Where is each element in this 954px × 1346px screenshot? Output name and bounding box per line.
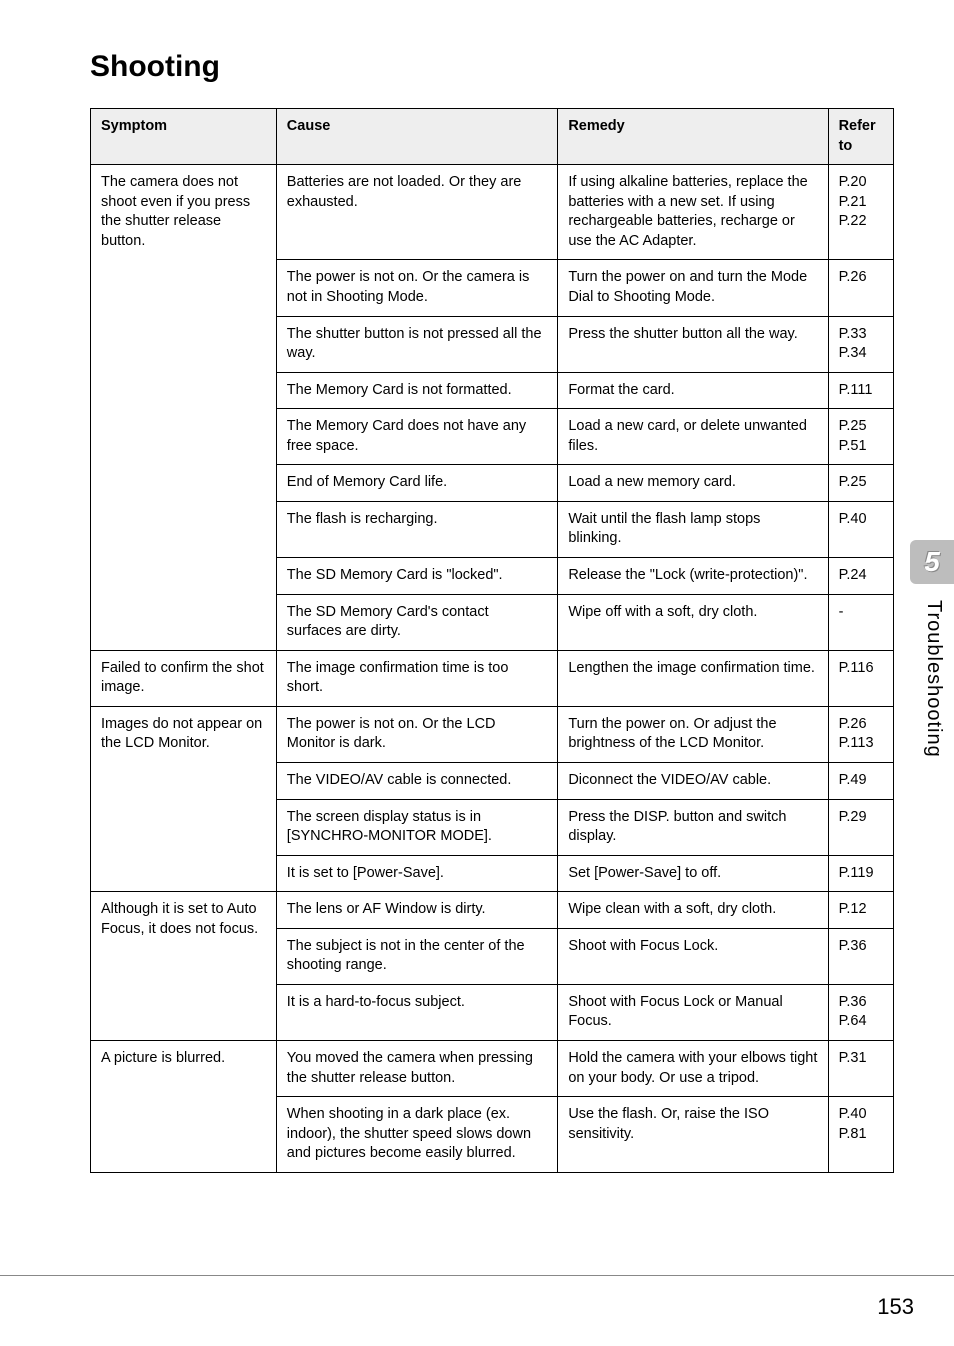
cell-cause: The screen display status is in [SYNCHRO… — [276, 799, 558, 855]
table-row: Failed to confirm the shot image. The im… — [91, 650, 894, 706]
cell-refer: P.119 — [828, 855, 893, 892]
table-header-row: Symptom Cause Remedy Refer to — [91, 109, 894, 165]
cell-remedy: Wipe off with a soft, dry cloth. — [558, 594, 828, 650]
cell-cause: The power is not on. Or the LCD Monitor … — [276, 706, 558, 762]
cell-cause: End of Memory Card life. — [276, 465, 558, 502]
troubleshooting-table: Symptom Cause Remedy Refer to The camera… — [90, 108, 894, 1173]
table-row: A picture is blurred. You moved the came… — [91, 1041, 894, 1097]
cell-refer: P.24 — [828, 558, 893, 595]
cell-refer: P.33P.34 — [828, 316, 893, 372]
cell-remedy: Format the card. — [558, 372, 828, 409]
cell-remedy: Set [Power-Save] to off. — [558, 855, 828, 892]
cell-refer: P.26P.113 — [828, 706, 893, 762]
cell-refer: P.111 — [828, 372, 893, 409]
cell-cause: The power is not on. Or the camera is no… — [276, 260, 558, 316]
cell-remedy: Shoot with Focus Lock. — [558, 928, 828, 984]
cell-cause: The shutter button is not pressed all th… — [276, 316, 558, 372]
cell-remedy: Wipe clean with a soft, dry cloth. — [558, 892, 828, 929]
cell-remedy: Load a new card, or delete unwanted file… — [558, 409, 828, 465]
header-remedy: Remedy — [558, 109, 828, 165]
cell-refer: - — [828, 594, 893, 650]
cell-remedy: Press the DISP. button and switch displa… — [558, 799, 828, 855]
cell-cause: The subject is not in the center of the … — [276, 928, 558, 984]
chapter-number: 5 — [924, 546, 940, 578]
cell-cause: It is set to [Power-Save]. — [276, 855, 558, 892]
cell-refer: P.12 — [828, 892, 893, 929]
cell-cause: The lens or AF Window is dirty. — [276, 892, 558, 929]
cell-refer: P.40 — [828, 501, 893, 557]
cell-cause: The image confirmation time is too short… — [276, 650, 558, 706]
cell-refer: P.20P.21P.22 — [828, 165, 893, 260]
header-symptom: Symptom — [91, 109, 277, 165]
header-refer: Refer to — [828, 109, 893, 165]
cell-remedy: Hold the camera with your elbows tight o… — [558, 1041, 828, 1097]
cell-refer: P.25P.51 — [828, 409, 893, 465]
cell-remedy: Release the "Lock (write-protection)". — [558, 558, 828, 595]
cell-cause: It is a hard-to-focus subject. — [276, 984, 558, 1040]
cell-remedy: Turn the power on. Or adjust the brightn… — [558, 706, 828, 762]
cell-remedy: Lengthen the image confirmation time. — [558, 650, 828, 706]
cell-cause: The Memory Card is not formatted. — [276, 372, 558, 409]
cell-symptom: Failed to confirm the shot image. — [91, 650, 277, 706]
page-number: 153 — [877, 1294, 914, 1320]
cell-remedy: Diconnect the VIDEO/AV cable. — [558, 762, 828, 799]
cell-refer: P.40P.81 — [828, 1097, 893, 1173]
cell-remedy: Turn the power on and turn the Mode Dial… — [558, 260, 828, 316]
cell-cause: The VIDEO/AV cable is connected. — [276, 762, 558, 799]
chapter-number-badge: 5 — [910, 540, 954, 584]
chapter-label: Troubleshooting — [922, 600, 945, 758]
cell-cause: The SD Memory Card's contact surfaces ar… — [276, 594, 558, 650]
cell-remedy: Load a new memory card. — [558, 465, 828, 502]
cell-cause: The SD Memory Card is "locked". — [276, 558, 558, 595]
cell-symptom: The camera does not shoot even if you pr… — [91, 165, 277, 651]
cell-symptom: A picture is blurred. — [91, 1041, 277, 1173]
table-row: Although it is set to Auto Focus, it doe… — [91, 892, 894, 929]
cell-refer: P.36P.64 — [828, 984, 893, 1040]
cell-symptom: Although it is set to Auto Focus, it doe… — [91, 892, 277, 1041]
table-row: Images do not appear on the LCD Monitor.… — [91, 706, 894, 762]
cell-symptom: Images do not appear on the LCD Monitor. — [91, 706, 277, 891]
side-tab: 5 Troubleshooting — [910, 540, 954, 810]
cell-remedy: Use the flash. Or, raise the ISO sensiti… — [558, 1097, 828, 1173]
cell-cause: When shooting in a dark place (ex. indoo… — [276, 1097, 558, 1173]
cell-cause: The Memory Card does not have any free s… — [276, 409, 558, 465]
footer-divider — [0, 1275, 954, 1276]
cell-refer: P.36 — [828, 928, 893, 984]
cell-remedy: Press the shutter button all the way. — [558, 316, 828, 372]
cell-refer: P.49 — [828, 762, 893, 799]
table-row: The camera does not shoot even if you pr… — [91, 165, 894, 260]
cell-refer: P.25 — [828, 465, 893, 502]
cell-remedy: Shoot with Focus Lock or Manual Focus. — [558, 984, 828, 1040]
cell-refer: P.116 — [828, 650, 893, 706]
cell-refer: P.29 — [828, 799, 893, 855]
page-heading: Shooting — [90, 50, 894, 84]
cell-refer: P.31 — [828, 1041, 893, 1097]
cell-cause: The flash is recharging. — [276, 501, 558, 557]
cell-remedy: If using alkaline batteries, replace the… — [558, 165, 828, 260]
cell-refer: P.26 — [828, 260, 893, 316]
header-cause: Cause — [276, 109, 558, 165]
cell-cause: Batteries are not loaded. Or they are ex… — [276, 165, 558, 260]
cell-cause: You moved the camera when pressing the s… — [276, 1041, 558, 1097]
cell-remedy: Wait until the flash lamp stops blinking… — [558, 501, 828, 557]
